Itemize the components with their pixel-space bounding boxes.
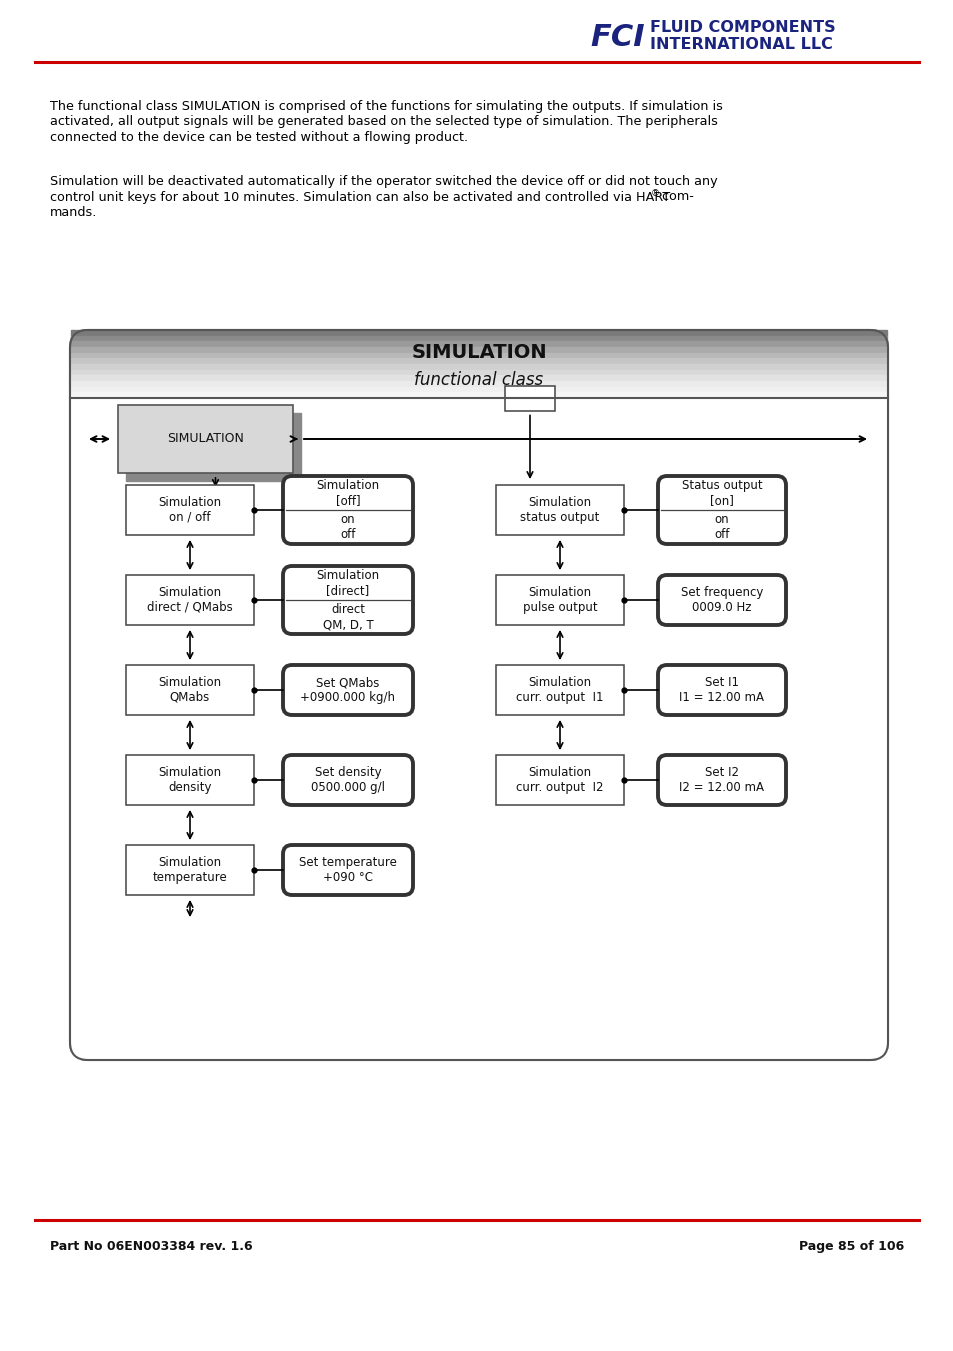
Text: direct
QM, D, T: direct QM, D, T xyxy=(322,603,373,631)
FancyBboxPatch shape xyxy=(283,755,413,805)
Bar xyxy=(71,363,886,370)
FancyBboxPatch shape xyxy=(70,330,887,1061)
Bar xyxy=(71,347,886,353)
Text: Simulation
on / off: Simulation on / off xyxy=(158,496,221,524)
Bar xyxy=(504,385,555,411)
Bar xyxy=(71,386,886,392)
Text: SIMULATION: SIMULATION xyxy=(167,432,244,446)
Text: mands.: mands. xyxy=(50,205,97,219)
Text: Set I2
I2 = 12.00 mA: Set I2 I2 = 12.00 mA xyxy=(679,766,763,794)
Bar xyxy=(71,358,886,363)
FancyBboxPatch shape xyxy=(658,665,785,715)
Bar xyxy=(126,576,253,626)
Bar xyxy=(496,755,623,805)
Text: Simulation
pulse output: Simulation pulse output xyxy=(522,586,597,613)
Bar xyxy=(126,485,253,535)
Text: The functional class SIMULATION is comprised of the functions for simulating the: The functional class SIMULATION is compr… xyxy=(50,100,722,113)
Text: Page 85 of 106: Page 85 of 106 xyxy=(798,1240,903,1252)
Bar xyxy=(71,399,886,1059)
Text: Simulation
[direct]: Simulation [direct] xyxy=(316,569,379,597)
Text: on
off: on off xyxy=(714,513,729,540)
Text: SIMULATION: SIMULATION xyxy=(411,343,546,362)
Bar xyxy=(126,755,253,805)
Text: FLUID COMPONENTS: FLUID COMPONENTS xyxy=(649,20,835,35)
Bar xyxy=(126,844,253,894)
Text: Simulation
[off]: Simulation [off] xyxy=(316,480,379,507)
Text: Part No 06EN003384 rev. 1.6: Part No 06EN003384 rev. 1.6 xyxy=(50,1240,253,1252)
Bar xyxy=(71,353,886,358)
Bar xyxy=(71,335,886,342)
Text: control unit keys for about 10 minutes. Simulation can also be activated and con: control unit keys for about 10 minutes. … xyxy=(50,190,670,204)
FancyBboxPatch shape xyxy=(283,844,413,894)
FancyBboxPatch shape xyxy=(658,476,785,544)
Text: Simulation
density: Simulation density xyxy=(158,766,221,794)
FancyBboxPatch shape xyxy=(658,576,785,626)
Text: Set frequency
0009.0 Hz: Set frequency 0009.0 Hz xyxy=(680,586,762,613)
Text: Set density
0500.000 g/l: Set density 0500.000 g/l xyxy=(311,766,385,794)
Text: ®: ® xyxy=(650,189,659,199)
FancyBboxPatch shape xyxy=(283,566,413,634)
Bar xyxy=(496,485,623,535)
Text: Simulation
status output: Simulation status output xyxy=(519,496,599,524)
Text: INTERNATIONAL LLC: INTERNATIONAL LLC xyxy=(649,36,832,51)
Text: activated, all output signals will be generated based on the selected type of si: activated, all output signals will be ge… xyxy=(50,115,717,128)
Text: on
off: on off xyxy=(340,513,355,540)
Bar xyxy=(71,381,886,386)
Text: Simulation
curr. output  I1: Simulation curr. output I1 xyxy=(516,676,603,704)
FancyBboxPatch shape xyxy=(658,755,785,805)
Bar xyxy=(71,370,886,376)
Text: connected to the device can be tested without a flowing product.: connected to the device can be tested wi… xyxy=(50,131,468,145)
Text: Status output
[on]: Status output [on] xyxy=(681,480,761,507)
Text: Simulation
QMabs: Simulation QMabs xyxy=(158,676,221,704)
Text: Set QMabs
+0900.000 kg/h: Set QMabs +0900.000 kg/h xyxy=(300,676,395,704)
FancyBboxPatch shape xyxy=(283,665,413,715)
Text: functional class: functional class xyxy=(414,372,543,389)
Text: Simulation
temperature: Simulation temperature xyxy=(152,857,227,884)
Bar xyxy=(71,376,886,381)
Bar xyxy=(126,665,253,715)
Bar xyxy=(118,405,293,473)
Text: Simulation will be deactivated automatically if the operator switched the device: Simulation will be deactivated automatic… xyxy=(50,176,717,188)
FancyBboxPatch shape xyxy=(283,476,413,544)
Bar xyxy=(71,330,886,335)
Text: Set I1
I1 = 12.00 mA: Set I1 I1 = 12.00 mA xyxy=(679,676,763,704)
Text: Simulation
curr. output  I2: Simulation curr. output I2 xyxy=(516,766,603,794)
Bar xyxy=(71,342,886,347)
Bar xyxy=(496,576,623,626)
Bar xyxy=(496,665,623,715)
Text: Set temperature
+090 °C: Set temperature +090 °C xyxy=(298,857,396,884)
Bar xyxy=(71,392,886,399)
Text: FCI: FCI xyxy=(589,23,644,51)
Text: com-: com- xyxy=(658,190,693,204)
Text: Simulation
direct / QMabs: Simulation direct / QMabs xyxy=(147,586,233,613)
Bar xyxy=(126,413,301,481)
